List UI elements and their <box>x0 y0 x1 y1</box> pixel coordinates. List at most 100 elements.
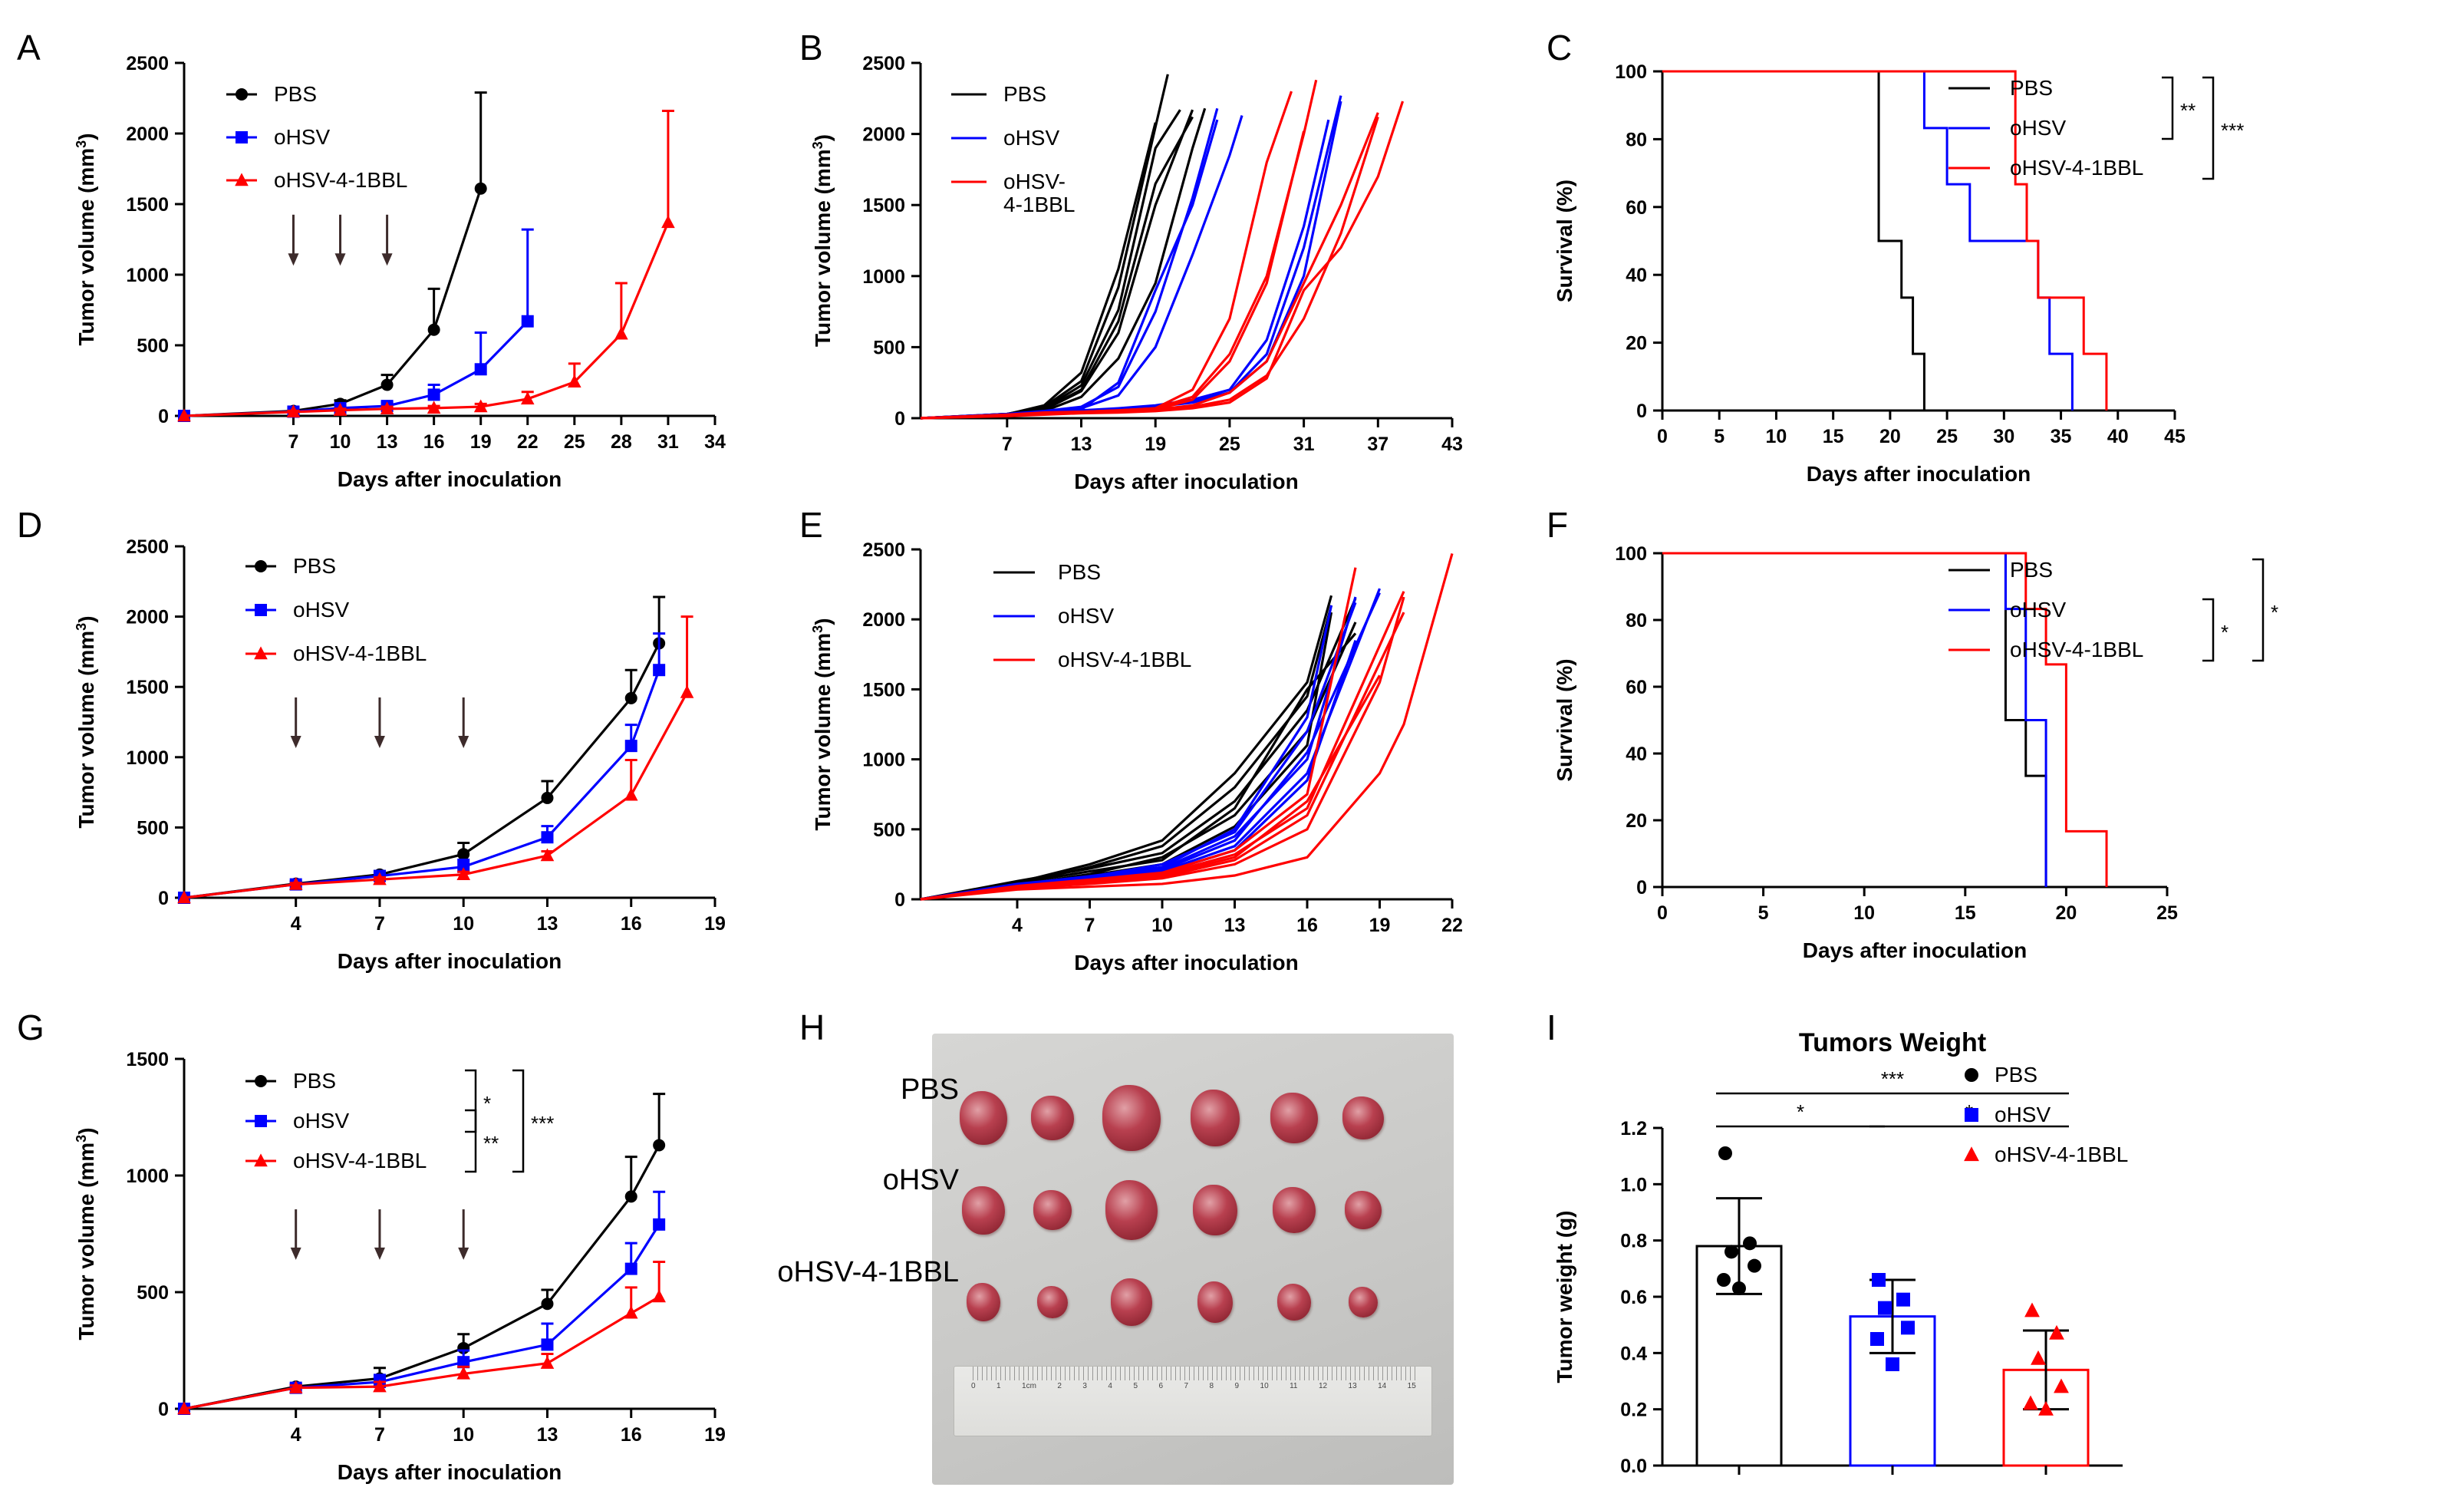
series-line-ohsv-4-1bbl <box>920 116 1379 420</box>
series-ohsv-4-1bbl <box>920 79 1318 420</box>
data-point-ohsv <box>541 1338 554 1351</box>
ruler-number: 6 <box>1158 1382 1164 1390</box>
tumor-ohsv <box>1105 1180 1158 1240</box>
data-point-ohsv-4-1bbl <box>373 872 387 885</box>
x-tick-label: 16 <box>621 913 642 935</box>
series-ohsv <box>1662 552 2047 887</box>
x-tick-label: 37 <box>1367 434 1388 455</box>
legend-label-pbs: PBS <box>1003 82 1046 106</box>
data-point-ohsv-4-1bbl <box>624 1305 638 1319</box>
significance-label: ** <box>483 1132 499 1155</box>
data-point-ohsv <box>457 1356 470 1369</box>
x-tick-label: 7 <box>1085 915 1095 936</box>
y-tick-label: 20 <box>1626 810 1647 832</box>
legend: PBS oHSV oHSV-4-1BBL <box>226 82 407 192</box>
y-axis-label: Survival (%) <box>1553 180 1576 302</box>
x-tick-label: 10 <box>330 431 351 453</box>
data-point-ohsv <box>653 1218 666 1231</box>
legend-label-ohsv-4-1bbl: oHSV-4-1BBL <box>2010 638 2143 661</box>
series-line-pbs <box>1662 552 2047 887</box>
tumor-ohsv-4-1bbl <box>1036 1286 1069 1318</box>
data-point-ohsv-4-1bbl <box>614 326 628 340</box>
series-ohsv-4-1bbl <box>177 110 675 422</box>
y-tick-label: 0 <box>158 888 169 909</box>
series-pbs <box>920 598 1357 901</box>
legend-label-ohsv-4-1bbl: oHSV-4-1BBL <box>1995 1143 2128 1166</box>
series-line-pbs <box>920 109 1181 420</box>
bar-group-ohsv-4-1bbl <box>2002 1302 2090 1475</box>
ruler-number: 2 <box>1057 1382 1062 1390</box>
series-ohsv-4-1bbl <box>177 1260 666 1415</box>
series-pbs <box>178 91 487 422</box>
y-tick-label: 0 <box>1636 877 1647 899</box>
x-tick-label: 20 <box>1879 426 1901 447</box>
data-point-ohsv <box>653 664 666 677</box>
x-tick-label: 5 <box>1758 902 1769 924</box>
significance-brackets: ****** <box>465 1069 554 1173</box>
x-tick-label: 10 <box>453 913 474 935</box>
y-tick-label: 0 <box>894 408 905 430</box>
y-axis-label-text: Tumor volume (mm <box>811 633 835 831</box>
tumor-ohsv <box>1344 1190 1382 1230</box>
x-tick-label: 7 <box>374 1424 385 1446</box>
chart-i: 0.0 0.2 0.4 0.6 0.8 1.0 1.2 Tumor weight (g) Tum… <box>1553 1028 2128 1477</box>
x-tick-label: 7 <box>288 431 299 453</box>
panel-label-b: B <box>799 28 823 68</box>
y-tick-label: 0.8 <box>1620 1231 1647 1252</box>
panel-label-h: H <box>799 1007 825 1047</box>
chart-a: 0 500 1000 1500 2000 2500 7 10 13 16 19 22 25 28 31 34 D… <box>74 53 726 491</box>
y-tick-label: 1.2 <box>1620 1118 1647 1139</box>
legend: PBS oHSV oHSV-4-1BBL <box>245 554 427 665</box>
data-point-pbs <box>427 323 440 336</box>
legend-label-ohsv: oHSV <box>1003 126 1059 150</box>
legend-label-pbs: PBS <box>293 1069 336 1093</box>
data-point-pbs <box>653 1139 666 1152</box>
data-point-pbs <box>1732 1281 1746 1295</box>
x-tick-label: 34 <box>704 431 726 453</box>
x-tick-label: 7 <box>1002 434 1013 455</box>
legend: PBS oHSV oHSV-4-1BBL <box>245 1069 427 1172</box>
y-tick-label: 500 <box>137 1282 169 1304</box>
x-tick-label: 5 <box>1714 426 1724 447</box>
data-point-ohsv-4-1bbl <box>2023 1395 2038 1410</box>
y-axis-label: Tumor volume (mm3) <box>74 615 98 828</box>
y-axis-label: Tumor weight (g) <box>1553 1211 1576 1383</box>
data-point-ohsv <box>1901 1321 1915 1335</box>
x-tick-label: 0 <box>1657 426 1668 447</box>
legend-label-ohsv-4-1bbl: oHSV-4-1BBL <box>293 1149 427 1172</box>
data-point-ohsv-4-1bbl <box>473 399 488 413</box>
data-point-ohsv-4-1bbl <box>456 1366 471 1380</box>
significance-label: *** <box>531 1112 554 1135</box>
legend: PBS oHSV oHSV-4-1BBL <box>1948 558 2143 661</box>
series-line-ohsv-4-1bbl <box>920 674 1381 901</box>
data-point-ohsv <box>474 363 487 376</box>
data-point-ohsv-4-1bbl <box>2054 1378 2069 1393</box>
chart-c: 0 20 40 60 80 100 0 5 10 15 20 25 30 35 40 45 Days after… <box>1553 61 2244 486</box>
data-point-pbs <box>624 1190 637 1203</box>
y-tick-label: 80 <box>1626 129 1647 150</box>
tumor-pbs <box>1191 1090 1240 1146</box>
legend-marker-pbs <box>255 1075 267 1087</box>
x-axis-label: Days after inoculation <box>1074 951 1299 974</box>
significance-label: * <box>2271 601 2278 624</box>
panel-label-a: A <box>17 28 41 68</box>
y-tick-label: 0 <box>158 406 169 427</box>
x-tick-label: 13 <box>537 1424 558 1446</box>
bar-group-ohsv <box>1849 1273 1936 1475</box>
y-axis-label-sup: 3 <box>810 625 825 633</box>
x-tick-label: 19 <box>704 913 726 935</box>
x-tick-label: 19 <box>470 431 492 453</box>
legend-label-ohsv: oHSV <box>2010 116 2066 140</box>
treatment-arrow <box>290 697 301 749</box>
tumor-ohsv <box>1273 1187 1316 1233</box>
y-axis-label: Tumor volume (mm3) <box>74 1127 98 1340</box>
significance-brackets: ** <box>2202 558 2278 662</box>
x-tick-label: 16 <box>621 1424 642 1446</box>
series-line-ohsv <box>920 605 1333 901</box>
tumor-ohsv-4-1bbl <box>1276 1284 1312 1321</box>
data-point-pbs <box>541 1298 554 1311</box>
series-line-ohsv-4-1bbl <box>183 222 670 417</box>
data-point-ohsv-4-1bbl <box>680 684 694 698</box>
x-axis-label: Days after inoculation <box>1074 470 1299 493</box>
y-tick-label: 1500 <box>126 194 169 216</box>
